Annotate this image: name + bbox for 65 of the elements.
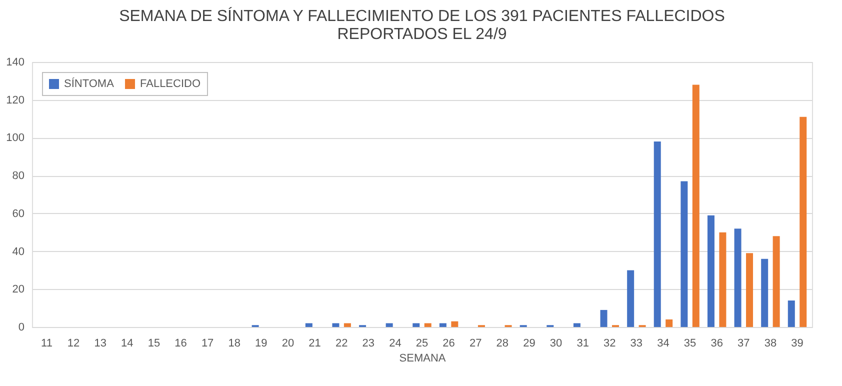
x-tick-label: 22 bbox=[335, 338, 348, 350]
x-tick-label: 19 bbox=[255, 338, 268, 350]
x-tick-label: 12 bbox=[67, 338, 80, 350]
bar bbox=[680, 181, 688, 327]
x-tick-label: 15 bbox=[148, 338, 160, 350]
bar bbox=[332, 323, 340, 327]
bar bbox=[719, 232, 726, 327]
x-tick-label: 27 bbox=[469, 338, 482, 350]
bar bbox=[439, 323, 446, 327]
x-tick-label: 31 bbox=[576, 338, 589, 350]
legend-label: SÍNTOMA bbox=[64, 77, 115, 90]
x-tick-label: 36 bbox=[710, 338, 723, 350]
x-axis-title: SEMANA bbox=[399, 352, 446, 364]
bar bbox=[666, 319, 673, 327]
bar bbox=[412, 323, 420, 327]
bar bbox=[386, 323, 393, 327]
x-tick-label: 28 bbox=[496, 338, 509, 350]
x-tick-label: 24 bbox=[389, 338, 402, 350]
x-tick-label: 34 bbox=[657, 338, 670, 350]
x-tick-label: 14 bbox=[121, 338, 134, 350]
x-tick-label: 11 bbox=[41, 338, 52, 350]
x-tick-label: 33 bbox=[630, 338, 643, 350]
y-tick-label: 100 bbox=[6, 132, 24, 144]
bar bbox=[761, 258, 768, 327]
bar bbox=[344, 323, 351, 327]
x-tick-label: 13 bbox=[94, 338, 106, 350]
x-tick-label: 38 bbox=[764, 338, 777, 350]
bar bbox=[627, 270, 634, 327]
x-tick-label: 20 bbox=[282, 338, 294, 350]
x-tick-label: 17 bbox=[201, 338, 214, 350]
bar bbox=[772, 236, 780, 327]
bar bbox=[734, 228, 742, 327]
bar bbox=[788, 300, 795, 327]
y-tick-label: 80 bbox=[12, 170, 24, 182]
bar bbox=[424, 323, 432, 327]
x-tick-label: 32 bbox=[604, 338, 616, 350]
x-tick-label: 35 bbox=[684, 338, 696, 350]
bar bbox=[573, 323, 580, 327]
bar bbox=[451, 321, 458, 327]
x-tick-label: 37 bbox=[738, 338, 750, 350]
bar bbox=[654, 142, 661, 327]
x-tick-label: 18 bbox=[228, 338, 240, 350]
bar bbox=[746, 253, 754, 327]
bar bbox=[707, 215, 714, 327]
x-tick-label: 16 bbox=[174, 338, 187, 350]
legend-label: FALLECIDO bbox=[140, 78, 201, 90]
y-tick-label: 120 bbox=[6, 94, 24, 106]
y-tick-label: 60 bbox=[12, 208, 24, 220]
x-tick-label: 26 bbox=[442, 338, 455, 350]
x-tick-label: 25 bbox=[416, 338, 428, 350]
y-tick-label: 140 bbox=[6, 56, 24, 68]
bar bbox=[800, 116, 807, 327]
x-tick-label: 23 bbox=[362, 338, 375, 350]
bar bbox=[305, 323, 312, 327]
y-tick-label: 0 bbox=[18, 322, 24, 334]
x-tick-label: 39 bbox=[791, 338, 804, 350]
text: SEMANA DE SÍNTOMA Y FALLECIMIENTO DE LOS 391 PACIENTES FALLECIDOS bbox=[119, 8, 725, 25]
x-tick-label: 21 bbox=[308, 338, 321, 350]
text: REPORTADOS EL 24/9 bbox=[337, 26, 507, 43]
x-tick-label: 30 bbox=[550, 338, 562, 350]
bar bbox=[692, 84, 700, 327]
x-tick-label: 29 bbox=[523, 338, 536, 350]
bar bbox=[600, 310, 608, 327]
y-tick-label: 20 bbox=[12, 284, 24, 296]
y-tick-label: 40 bbox=[12, 246, 24, 258]
